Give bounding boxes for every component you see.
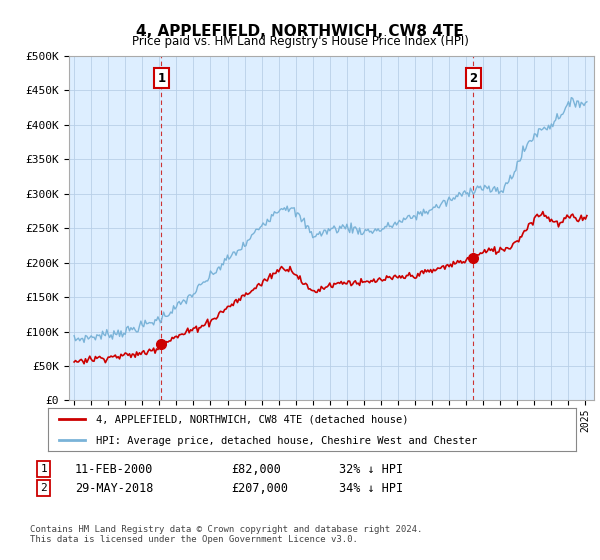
Text: 32% ↓ HPI: 32% ↓ HPI (339, 463, 403, 476)
Text: Contains HM Land Registry data © Crown copyright and database right 2024.: Contains HM Land Registry data © Crown c… (30, 525, 422, 534)
Text: 29-MAY-2018: 29-MAY-2018 (75, 482, 154, 495)
Text: 1: 1 (40, 464, 47, 474)
Text: This data is licensed under the Open Government Licence v3.0.: This data is licensed under the Open Gov… (30, 535, 358, 544)
Text: Price paid vs. HM Land Registry's House Price Index (HPI): Price paid vs. HM Land Registry's House … (131, 35, 469, 48)
Text: HPI: Average price, detached house, Cheshire West and Chester: HPI: Average price, detached house, Ches… (95, 436, 477, 446)
Text: 1: 1 (157, 72, 166, 85)
Text: £207,000: £207,000 (231, 482, 288, 495)
Text: 4, APPLEFIELD, NORTHWICH, CW8 4TE (detached house): 4, APPLEFIELD, NORTHWICH, CW8 4TE (detac… (95, 415, 408, 424)
Text: 2: 2 (469, 72, 477, 85)
Text: 34% ↓ HPI: 34% ↓ HPI (339, 482, 403, 495)
Text: 11-FEB-2000: 11-FEB-2000 (75, 463, 154, 476)
Text: 4, APPLEFIELD, NORTHWICH, CW8 4TE: 4, APPLEFIELD, NORTHWICH, CW8 4TE (136, 24, 464, 39)
Text: £82,000: £82,000 (231, 463, 281, 476)
Text: 2: 2 (40, 483, 47, 493)
